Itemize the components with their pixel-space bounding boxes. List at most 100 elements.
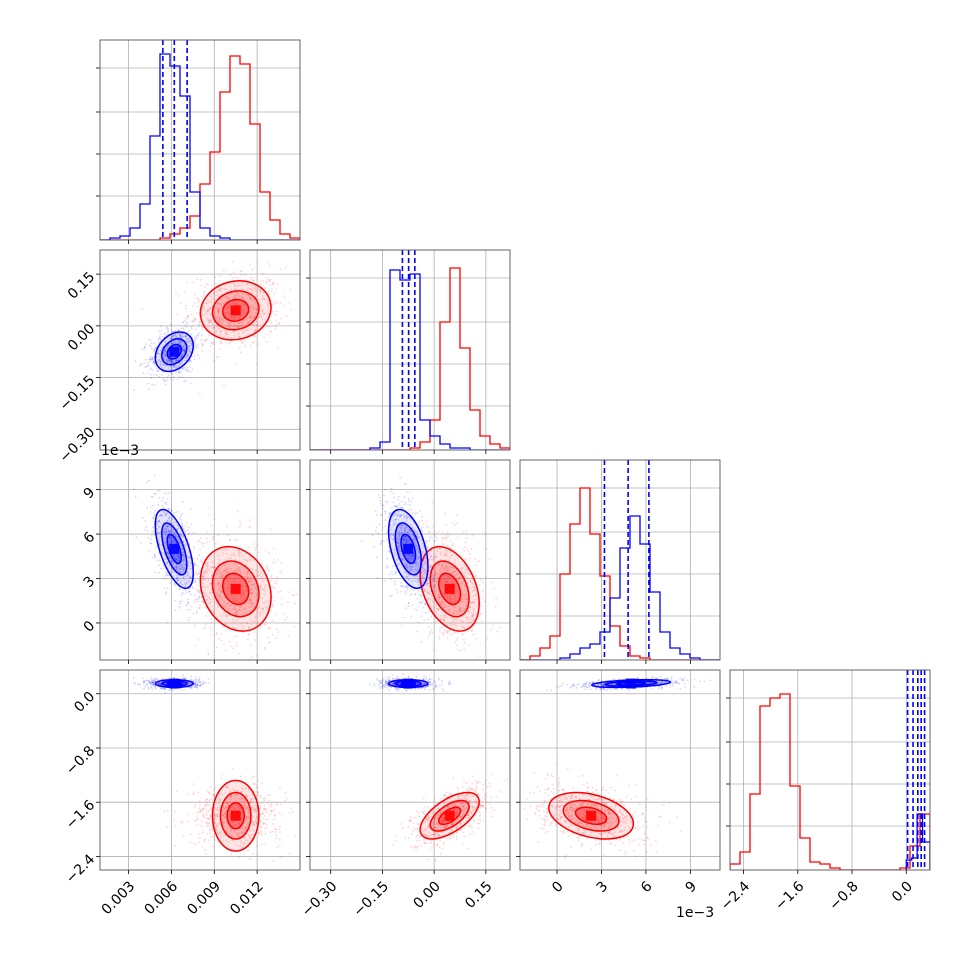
scatter-point-blue: [160, 513, 163, 516]
scatter-point-red: [247, 321, 250, 324]
scatter-point-blue: [160, 365, 163, 368]
scatter-point-blue: [420, 615, 423, 617]
scatter-point-red: [192, 325, 194, 328]
scatter-point-blue: [198, 323, 201, 326]
scatter-point-red: [269, 330, 272, 333]
scatter-point-blue: [160, 514, 163, 517]
scatter-point-red: [221, 321, 223, 323]
scatter-point-red: [202, 313, 205, 316]
scatter-point-red: [248, 519, 251, 522]
scatter-point-red: [219, 304, 222, 307]
scatter-point-red: [425, 589, 428, 592]
scatter-point-blue: [170, 510, 173, 513]
scatter-point-blue: [164, 510, 167, 513]
scatter-point-red: [234, 362, 237, 365]
scatter-point-red: [262, 810, 265, 813]
scatter-point-red: [428, 591, 430, 594]
scatter-point-red: [278, 828, 280, 831]
scatter-point-red: [217, 582, 220, 584]
scatter-point-blue: [377, 532, 380, 535]
scatter-point-red: [278, 322, 281, 325]
scatter-point-blue: [433, 578, 436, 581]
scatter-point-red: [465, 604, 468, 607]
scatter-point-blue: [190, 382, 193, 385]
scatter-point-red: [227, 290, 230, 293]
scatter-point-red: [223, 606, 225, 608]
scatter-point-red: [406, 565, 409, 568]
scatter-point-blue: [201, 575, 204, 578]
scatter-point-red: [249, 317, 252, 319]
scatter-point-blue: [195, 570, 197, 573]
scatter-point-blue: [380, 502, 383, 505]
scatter-point-red: [214, 786, 217, 789]
scatter-point-blue: [382, 507, 384, 510]
scatter-point-red: [233, 297, 236, 300]
scatter-point-blue: [423, 590, 426, 593]
scatter-point-red: [443, 629, 446, 632]
scatter-point-blue: [181, 553, 184, 556]
scatter-point-red: [237, 325, 240, 328]
scatter-point-red: [466, 596, 469, 599]
scatter-point-red: [263, 586, 266, 589]
scatter-point-blue: [185, 591, 188, 594]
scatter-point-red: [469, 557, 471, 560]
scatter-point-red: [204, 817, 206, 819]
scatter-point-red: [252, 308, 254, 311]
scatter-point-red: [236, 610, 239, 613]
scatter-point-red: [275, 310, 278, 313]
scatter-point-red: [210, 566, 213, 569]
scatter-point-red: [263, 623, 266, 626]
scatter-point-blue: [429, 536, 431, 538]
scatter-point-blue: [194, 563, 197, 566]
scatter-point-red: [211, 341, 214, 344]
scatter-point-red: [462, 600, 465, 603]
scatter-point-red: [232, 317, 235, 320]
scatter-point-red: [202, 628, 205, 630]
scatter-point-blue: [195, 610, 198, 613]
scatter-point-blue: [403, 501, 406, 504]
scatter-point-blue: [186, 369, 189, 372]
scatter-point-red: [192, 320, 195, 323]
scatter-point-red: [211, 628, 214, 631]
scatter-point-red: [254, 306, 257, 309]
scatter-point-red: [218, 302, 221, 305]
scatter-point-blue: [156, 361, 159, 364]
scatter-point-red: [457, 631, 460, 634]
scatter-point-blue: [195, 345, 198, 348]
scatter-point-blue: [189, 342, 192, 345]
scatter-point-blue: [178, 540, 180, 542]
scatter-point-red: [443, 619, 446, 622]
scatter-point-red: [193, 842, 196, 845]
scatter-point-blue: [375, 526, 378, 529]
scatter-point-blue: [204, 340, 206, 342]
scatter-point-red: [206, 595, 208, 598]
scatter-point-blue: [190, 593, 192, 596]
scatter-point-blue: [164, 350, 167, 353]
scatter-point-red: [209, 600, 212, 603]
scatter-point-blue: [153, 373, 156, 376]
scatter-point-red: [434, 539, 437, 542]
scatter-point-blue: [169, 519, 171, 522]
scatter-point-red: [285, 797, 288, 800]
scatter-point-red: [237, 602, 240, 604]
scatter-point-red: [470, 547, 473, 550]
scatter-point-red: [437, 608, 439, 610]
scatter-point-blue: [172, 532, 175, 535]
scatter-point-red: [288, 812, 291, 814]
scatter-point-blue: [181, 360, 183, 363]
scatter-point-blue: [152, 517, 155, 520]
scatter-point-red: [499, 626, 502, 629]
scatter-point-red: [240, 273, 243, 276]
scatter-point-blue: [201, 342, 203, 345]
scatter-point-blue: [202, 343, 204, 346]
scatter-point-red: [233, 569, 236, 572]
scatter-point-red: [464, 568, 467, 571]
scatter-point-red: [238, 316, 240, 318]
scatter-point-blue: [158, 539, 161, 541]
scatter-point-red: [187, 580, 190, 583]
scatter-point-blue: [188, 360, 191, 362]
scatter-point-red: [246, 590, 248, 593]
scatter-point-red: [220, 597, 223, 600]
scatter-point-red: [248, 627, 250, 630]
scatter-point-red: [242, 332, 244, 334]
